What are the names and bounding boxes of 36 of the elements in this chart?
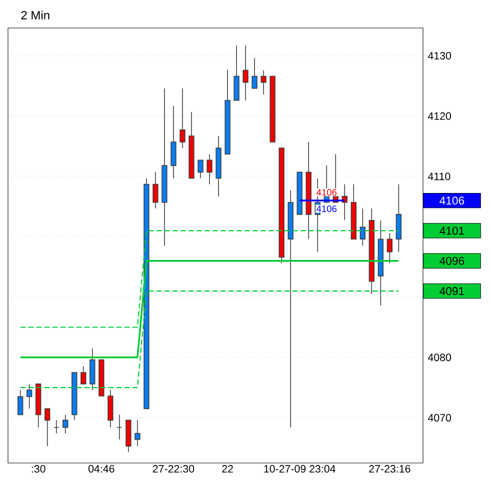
candlestick (206, 154, 212, 185)
candlestick (180, 88, 186, 148)
y-tick-label: 4080 (428, 354, 452, 362)
annotation: 4106 (316, 189, 337, 196)
candlestick (242, 45, 248, 101)
candlestick (26, 384, 32, 410)
candlestick (360, 208, 366, 246)
candlestick (80, 366, 86, 384)
candlestick (134, 420, 140, 447)
text: 4101 (440, 226, 464, 235)
x-tick-label: 10-27-09 23:04 (264, 465, 336, 473)
candlestick (260, 70, 266, 95)
y-tick-label: 4070 (428, 414, 452, 422)
candlestick (252, 58, 258, 89)
y-tick-label: 4120 (428, 112, 452, 120)
candlestick (62, 414, 68, 434)
candlestick (386, 232, 393, 264)
x-tick-label: 22 (222, 465, 233, 472)
y-tick-label: 4110 (428, 172, 450, 180)
candlestick (44, 408, 50, 447)
candlestick (198, 160, 204, 179)
x-tick-label: 27-23:16 (369, 465, 410, 473)
candlestick (152, 172, 158, 209)
candlestick (170, 105, 176, 179)
text: 4091 (440, 287, 464, 296)
chart-title: 2 Min (21, 10, 50, 20)
y-tick-label: 4130 (428, 52, 452, 60)
text: 4096 (440, 256, 464, 265)
data-label: 4106 (316, 205, 337, 212)
candlestick (54, 420, 60, 434)
text: 4106 (440, 196, 464, 205)
x-tick-label: 04:46 (88, 465, 114, 473)
candlestick (18, 390, 24, 416)
candlestick (116, 414, 122, 440)
x-tick-label: :30 (32, 465, 46, 473)
x-tick-label: 27-22:30 (152, 465, 194, 473)
